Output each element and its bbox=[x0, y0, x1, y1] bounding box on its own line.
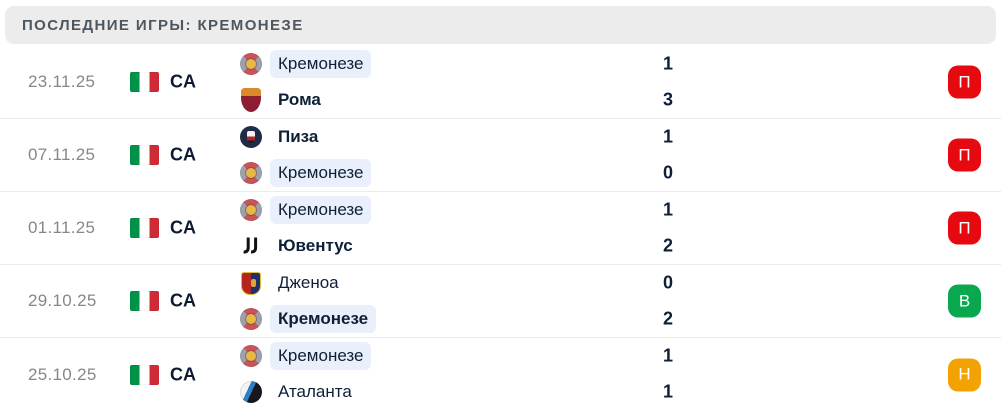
team-line-home: Пиза 1 bbox=[240, 123, 941, 151]
italy-flag-icon bbox=[130, 145, 159, 165]
team-line-home: Кремонезе 1 bbox=[240, 342, 941, 370]
team-score: 1 bbox=[663, 126, 674, 147]
cremonese-logo-icon bbox=[240, 345, 262, 367]
team-line-away: Кремонезе 2 bbox=[240, 305, 941, 333]
result-badge: П bbox=[948, 138, 981, 172]
team-score: 1 bbox=[663, 345, 674, 366]
league-label: СА bbox=[170, 217, 197, 238]
result-badge: Н bbox=[948, 358, 981, 391]
section-header: ПОСЛЕДНИЕ ИГРЫ: КРЕМОНЕЗЕ bbox=[5, 6, 996, 44]
teams-block: Дженоа 0 Кремонезе 2 bbox=[240, 269, 941, 333]
team-score: 0 bbox=[663, 162, 674, 183]
team-line-home: Кремонезе 1 bbox=[240, 50, 941, 78]
cremonese-logo-icon bbox=[240, 53, 262, 75]
team-name: Кремонезе bbox=[270, 196, 372, 224]
teams-block: Кремонезе 1 Ювентус 2 bbox=[240, 196, 941, 260]
team-score: 2 bbox=[663, 235, 674, 256]
match-date: 01.11.25 bbox=[28, 218, 96, 237]
team-name: Кремонезе bbox=[270, 305, 377, 333]
italy-flag-icon bbox=[130, 218, 159, 238]
league-label: СА bbox=[170, 290, 197, 311]
atalanta-logo-icon bbox=[240, 381, 262, 403]
team-line-home: Кремонезе 1 bbox=[240, 196, 941, 224]
team-score: 0 bbox=[663, 272, 674, 293]
team-name: Дженоа bbox=[278, 273, 339, 292]
team-score: 3 bbox=[663, 89, 674, 110]
roma-logo-icon bbox=[241, 88, 261, 112]
cremonese-logo-icon bbox=[240, 162, 262, 184]
teams-block: Кремонезе 1 Рома 3 bbox=[240, 50, 941, 114]
result-badge: П bbox=[948, 211, 981, 245]
team-score: 2 bbox=[663, 308, 674, 329]
match-date: 23.11.25 bbox=[28, 72, 96, 91]
teams-block: Пиза 1 Кремонезе 0 bbox=[240, 123, 941, 187]
team-name: Кремонезе bbox=[270, 342, 372, 370]
team-name: Ювентус bbox=[278, 236, 353, 255]
match-list: 23.11.25 СА Кремонезе 1 Рома 3 П 07.11.2… bbox=[0, 46, 1001, 411]
pisa-logo-icon bbox=[240, 126, 262, 148]
league-label: СА bbox=[170, 71, 197, 92]
team-line-away: Кремонезе 0 bbox=[240, 159, 941, 187]
team-score: 1 bbox=[663, 53, 674, 74]
team-score: 1 bbox=[663, 199, 674, 220]
league-label: СА bbox=[170, 364, 197, 384]
match-date: 07.11.25 bbox=[28, 145, 96, 164]
match-date: 29.10.25 bbox=[28, 291, 97, 310]
cremonese-logo-icon bbox=[240, 199, 262, 221]
team-name: Кремонезе bbox=[270, 50, 372, 78]
league-label: СА bbox=[170, 144, 197, 165]
teams-block: Кремонезе 1 Аталанта 1 bbox=[240, 342, 941, 406]
match-row[interactable]: 01.11.25 СА Кремонезе 1 Ювентус 2 П bbox=[0, 192, 1001, 265]
team-name: Аталанта bbox=[278, 382, 352, 401]
team-line-away: Рома 3 bbox=[240, 86, 941, 114]
match-row[interactable]: 25.10.25 СА Кремонезе 1 Аталанта 1 Н bbox=[0, 338, 1001, 411]
cremonese-logo-icon bbox=[240, 308, 262, 330]
match-row[interactable]: 07.11.25 СА Пиза 1 Кремонезе 0 П bbox=[0, 119, 1001, 192]
team-name: Рома bbox=[278, 90, 321, 109]
team-name: Пиза bbox=[278, 127, 319, 146]
match-date: 25.10.25 bbox=[28, 364, 97, 384]
italy-flag-icon bbox=[130, 72, 159, 92]
result-badge: П bbox=[948, 65, 981, 99]
team-line-away: Ювентус 2 bbox=[240, 232, 941, 260]
team-line-home: Дженоа 0 bbox=[240, 269, 941, 297]
match-row[interactable]: 29.10.25 СА Дженоа 0 Кремонезе 2 В bbox=[0, 265, 1001, 338]
juventus-logo-icon bbox=[240, 235, 262, 257]
match-row[interactable]: 23.11.25 СА Кремонезе 1 Рома 3 П bbox=[0, 46, 1001, 119]
genoa-logo-icon bbox=[241, 271, 261, 295]
team-score: 1 bbox=[663, 381, 674, 402]
section-title: ПОСЛЕДНИЕ ИГРЫ: КРЕМОНЕЗЕ bbox=[22, 16, 304, 34]
italy-flag-icon bbox=[130, 291, 159, 311]
italy-flag-icon bbox=[130, 364, 159, 385]
result-badge: В bbox=[948, 284, 981, 318]
team-name: Кремонезе bbox=[270, 159, 372, 187]
team-line-away: Аталанта 1 bbox=[240, 378, 941, 406]
